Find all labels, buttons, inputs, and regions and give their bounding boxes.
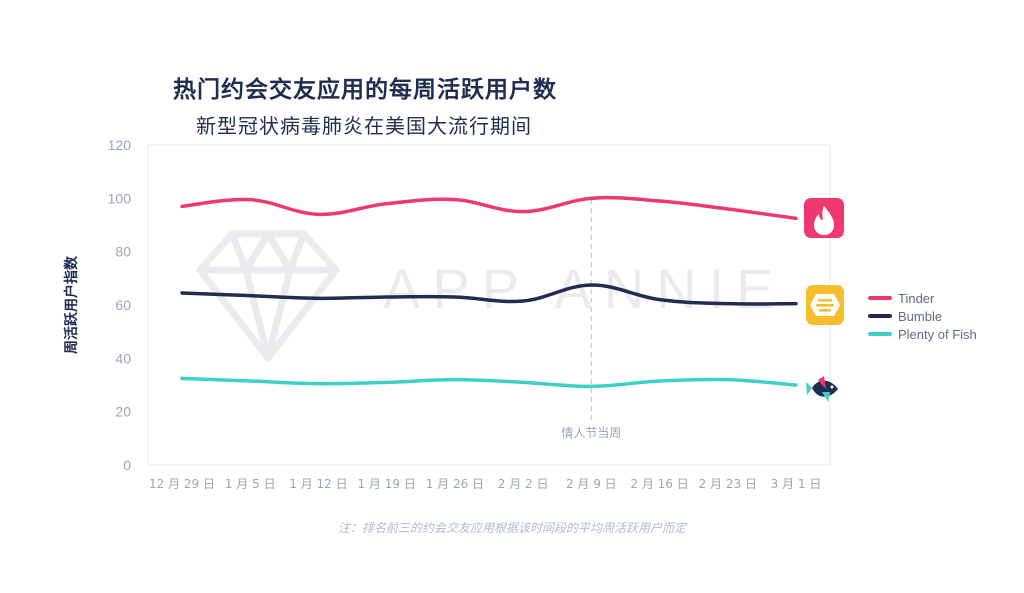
legend-label: Plenty of Fish <box>898 326 977 342</box>
series-line-plenty-of-fish <box>180 376 798 389</box>
footnote: 注：排名前三的约会交友应用根据该时间段的平均周活跃用户而定 <box>337 521 686 535</box>
legend-item-bumble: Bumble <box>868 307 977 325</box>
tinder-flame-icon <box>804 198 844 238</box>
fish-icon <box>806 376 838 402</box>
y-tick-label: 20 <box>115 404 131 420</box>
x-tick-label: 1 月 5 日 <box>225 477 276 491</box>
x-tick-label: 1 月 12 日 <box>289 477 347 491</box>
y-tick-label: 120 <box>108 137 132 153</box>
series-line-bumble <box>180 283 798 306</box>
chart-title: 热门约会交友应用的每周活跃用户数 <box>173 77 557 103</box>
legend-item-plenty-of-fish: Plenty of Fish <box>868 325 977 343</box>
legend-swatch <box>868 332 892 336</box>
legend: Tinder Bumble Plenty of Fish <box>868 289 977 343</box>
annotation-label: 情人节当周 <box>561 426 621 440</box>
y-tick-label: 80 <box>115 244 131 260</box>
watermark: APP ANNIE <box>196 230 786 362</box>
legend-swatch <box>868 296 892 300</box>
x-tick-labels: 12 月 29 日 1 月 5 日 1 月 12 日 1 月 19 日 1 月 26 日… <box>149 477 821 491</box>
y-tick-label: 0 <box>123 457 131 473</box>
watermark-text: APP ANNIE <box>383 257 786 320</box>
diamond-logo-icon <box>196 230 340 362</box>
legend-item-tinder: Tinder <box>868 289 977 307</box>
chart-subtitle: 新型冠状病毒肺炎在美国大流行期间 <box>196 114 532 138</box>
x-tick-label: 2 月 16 日 <box>630 477 688 491</box>
y-tick-label: 100 <box>108 190 132 206</box>
bumble-hive-icon <box>806 285 844 325</box>
x-tick-label: 12 月 29 日 <box>149 477 215 491</box>
x-tick-label: 1 月 26 日 <box>426 477 484 491</box>
legend-label: Bumble <box>898 308 943 324</box>
valentines-annotation: 情人节当周 <box>561 199 621 440</box>
series-lines <box>180 195 798 389</box>
y-axis-label: 周活跃用户指数 <box>63 255 80 354</box>
y-tick-label: 60 <box>115 297 131 313</box>
legend-label: Tinder <box>898 290 935 306</box>
x-tick-label: 2 月 9 日 <box>566 477 617 491</box>
x-tick-label: 2 月 23 日 <box>699 477 757 491</box>
series-line-tinder <box>180 195 798 221</box>
x-tick-label: 3 月 1 日 <box>771 477 822 491</box>
legend-swatch <box>868 314 892 318</box>
y-tick-labels: 0 20 40 60 80 100 120 <box>108 137 132 473</box>
y-tick-label: 40 <box>115 350 131 366</box>
x-tick-label: 1 月 19 日 <box>357 477 415 491</box>
x-tick-label: 2 月 2 日 <box>498 477 549 491</box>
